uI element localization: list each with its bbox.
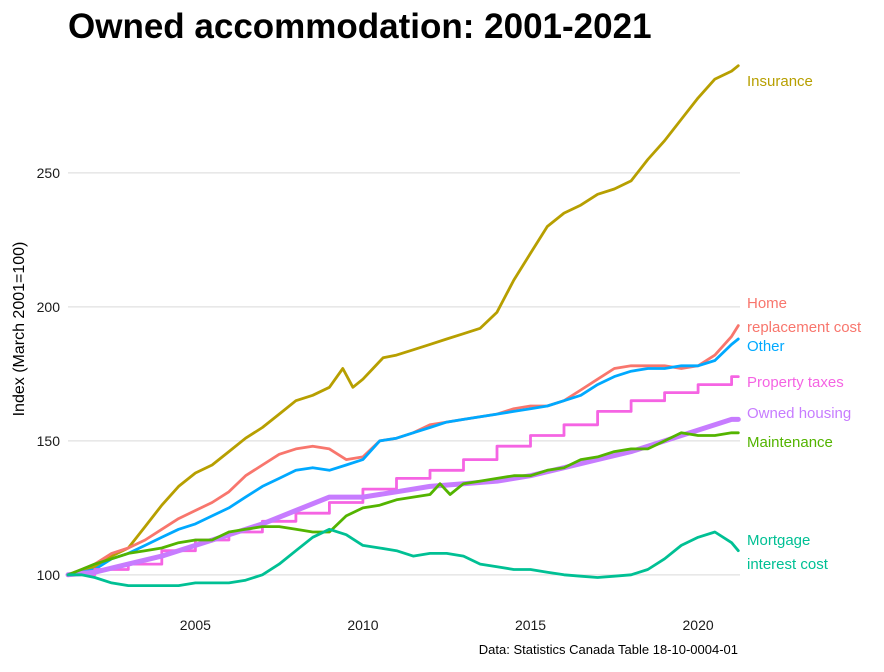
series-label-owned-housing: Owned housing [747, 405, 851, 422]
series-label-maintenance: Maintenance [747, 434, 833, 451]
x-tick-label: 2005 [180, 617, 211, 633]
series-label-home-replacement-cost: replacement cost [747, 319, 862, 336]
series-label-insurance: Insurance [747, 73, 813, 90]
series-lines [65, 64, 741, 587]
x-tick-label: 2010 [347, 617, 378, 633]
series-label-home-replacement-cost: Home [747, 295, 787, 312]
series-line-insurance [66, 64, 740, 577]
series-labels: Insurance Home replacement cost Other Proper… [747, 73, 862, 573]
y-tick-label: 250 [37, 165, 61, 181]
x-tick-label: 2020 [683, 617, 714, 633]
gridlines [68, 172, 740, 576]
series-label-property-taxes: Property taxes [747, 374, 844, 391]
y-tick-label: 200 [37, 299, 61, 315]
y-tick-label: 150 [37, 433, 61, 449]
x-axis-ticks: 2005 2010 2015 2020 [180, 617, 714, 633]
x-tick-label: 2015 [515, 617, 546, 633]
series-line-mortgage-interest-cost [66, 527, 740, 587]
chart-title: Owned accommodation: 2001-2021 [68, 7, 652, 46]
series-label-mortgage-interest-cost: Mortgage [747, 532, 810, 549]
y-axis-ticks: 100 150 200 250 [37, 165, 61, 583]
y-tick-label: 100 [37, 567, 61, 583]
series-line-maintenance [66, 431, 740, 577]
y-axis-title: Index (March 2001=100) [11, 242, 28, 417]
series-line-owned-housing [65, 416, 741, 578]
series-line-other [66, 337, 740, 577]
series-label-other: Other [747, 338, 785, 355]
series-label-mortgage-interest-cost: interest cost [747, 556, 829, 573]
chart-caption: Data: Statistics Canada Table 18-10-0004… [479, 642, 738, 657]
series-line-property-taxes [66, 375, 740, 577]
